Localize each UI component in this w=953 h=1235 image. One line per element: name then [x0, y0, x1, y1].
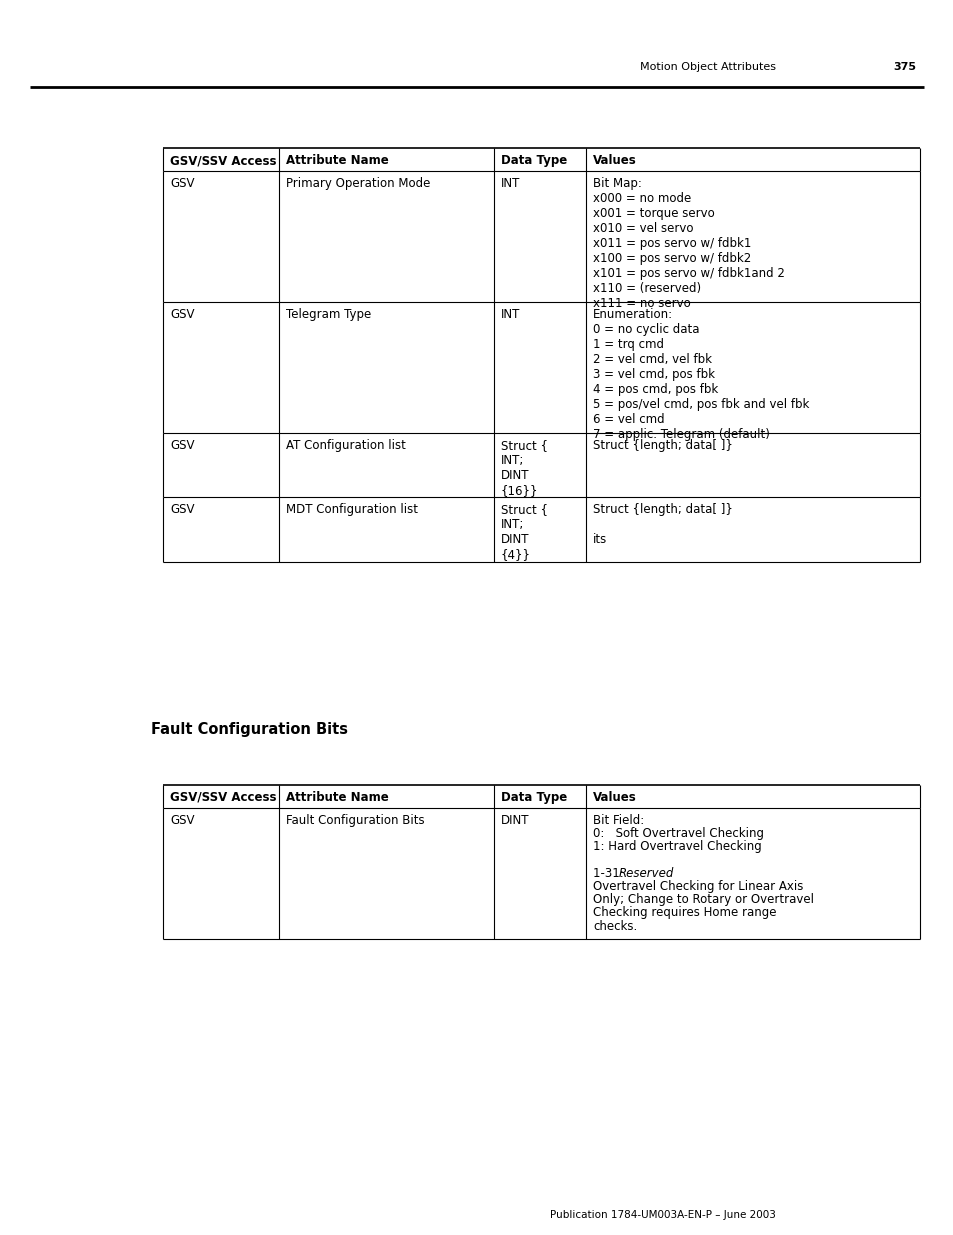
Text: INT: INT — [500, 177, 519, 190]
Text: GSV: GSV — [170, 177, 194, 190]
Text: Data Type: Data Type — [500, 790, 567, 804]
Text: Data Type: Data Type — [500, 154, 567, 167]
Text: GSV/SSV Access: GSV/SSV Access — [170, 790, 276, 804]
Text: Values: Values — [593, 790, 636, 804]
Text: Bit Field:: Bit Field: — [593, 814, 643, 827]
Text: Enumeration:
0 = no cyclic data
1 = trq cmd
2 = vel cmd, vel fbk
3 = vel cmd, po: Enumeration: 0 = no cyclic data 1 = trq … — [593, 308, 808, 441]
Text: Attribute Name: Attribute Name — [286, 154, 388, 167]
Text: Motion Object Attributes: Motion Object Attributes — [639, 62, 775, 72]
Text: INT: INT — [500, 308, 519, 321]
Text: Fault Configuration Bits: Fault Configuration Bits — [151, 722, 348, 737]
Text: 375: 375 — [892, 62, 915, 72]
Text: GSV/SSV Access: GSV/SSV Access — [170, 154, 276, 167]
Text: Attribute Name: Attribute Name — [286, 790, 388, 804]
Text: Struct {length; data[ ]}

its: Struct {length; data[ ]} its — [593, 504, 732, 546]
Text: GSV: GSV — [170, 438, 194, 452]
Text: Bit Map:
x000 = no mode
x001 = torque servo
x010 = vel servo
x011 = pos servo w/: Bit Map: x000 = no mode x001 = torque se… — [593, 177, 784, 310]
Text: Only; Change to Rotary or Overtravel: Only; Change to Rotary or Overtravel — [593, 893, 813, 906]
Text: DINT: DINT — [500, 814, 529, 827]
Text: 0:   Soft Overtravel Checking: 0: Soft Overtravel Checking — [593, 827, 763, 840]
Text: Publication 1784-UM003A-EN-P – June 2003: Publication 1784-UM003A-EN-P – June 2003 — [550, 1210, 775, 1220]
Text: Values: Values — [593, 154, 636, 167]
Text: GSV: GSV — [170, 814, 194, 827]
Text: Reserved: Reserved — [618, 867, 673, 879]
Text: Struct {
INT;
DINT
{16}}: Struct { INT; DINT {16}} — [500, 438, 547, 496]
Text: GSV: GSV — [170, 504, 194, 516]
Text: Struct {
INT;
DINT
{4}}: Struct { INT; DINT {4}} — [500, 504, 547, 562]
Text: MDT Configuration list: MDT Configuration list — [286, 504, 417, 516]
Text: AT Configuration list: AT Configuration list — [286, 438, 405, 452]
Text: checks.: checks. — [593, 920, 637, 932]
Text: Primary Operation Mode: Primary Operation Mode — [286, 177, 430, 190]
Text: Telegram Type: Telegram Type — [286, 308, 371, 321]
Text: Struct {length; data[ ]}: Struct {length; data[ ]} — [593, 438, 732, 452]
Text: Overtravel Checking for Linear Axis: Overtravel Checking for Linear Axis — [593, 881, 802, 893]
Text: Checking requires Home range: Checking requires Home range — [593, 906, 776, 919]
Text: 1: Hard Overtravel Checking: 1: Hard Overtravel Checking — [593, 840, 760, 853]
Text: GSV: GSV — [170, 308, 194, 321]
Text: 1-31:: 1-31: — [593, 867, 627, 879]
Text: Fault Configuration Bits: Fault Configuration Bits — [286, 814, 424, 827]
